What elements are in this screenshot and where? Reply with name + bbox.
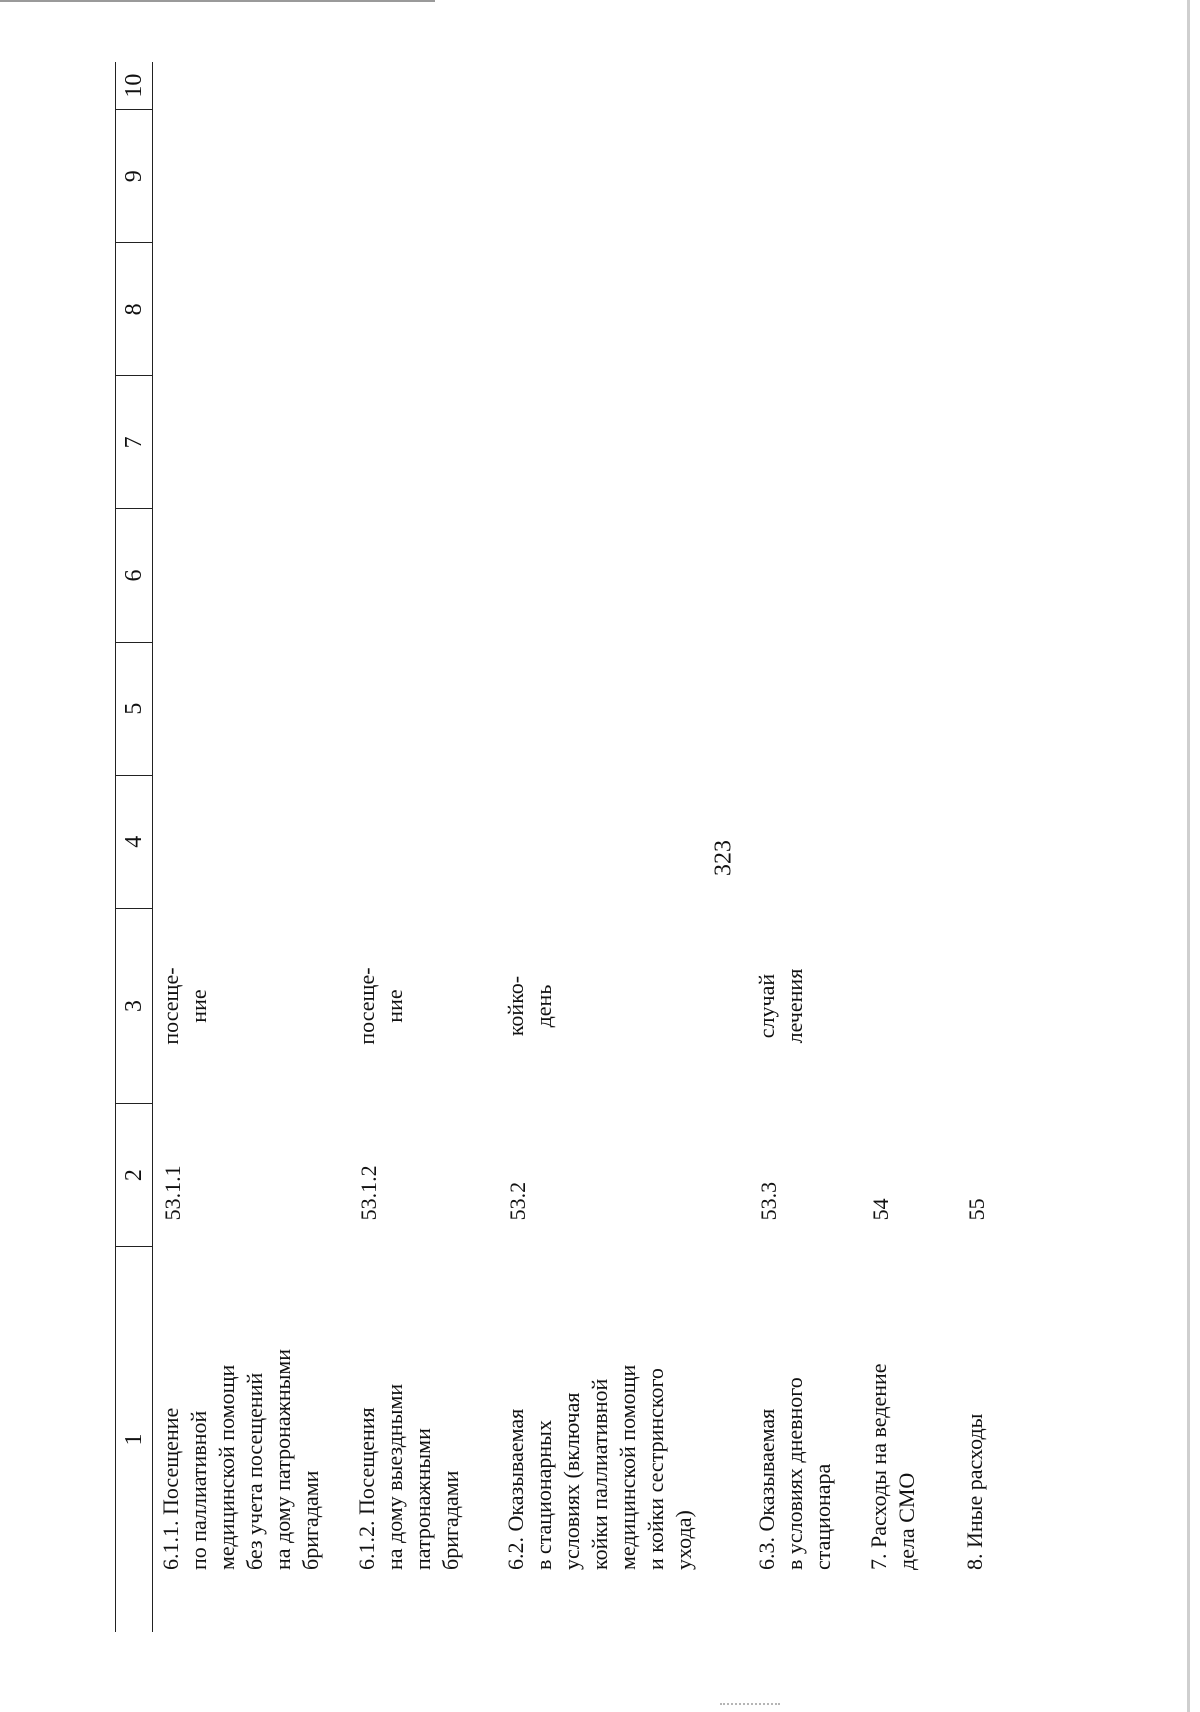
header-cell: 10 — [115, 62, 153, 110]
scan-edge-top — [0, 0, 435, 2]
row-unit: случай лечения — [754, 968, 807, 1044]
row-label: 6.2. Оказываемая в стационарных условиях… — [503, 1364, 696, 1570]
header-cell: 7 — [115, 375, 153, 509]
header-cell: 5 — [115, 642, 153, 776]
table-row: 8. Иные расходы 55 — [957, 62, 1003, 1632]
row-unit: посеще- ние — [158, 967, 211, 1045]
header-cell: 9 — [115, 109, 153, 243]
row-unit: койко- день — [503, 975, 556, 1037]
row-code: 54 — [868, 1198, 893, 1221]
table-row: 6.2. Оказываемая в стационарных условиях… — [498, 62, 749, 1632]
row-unit: посеще- ние — [354, 967, 407, 1045]
header-cell: 8 — [115, 242, 153, 376]
header-cell: 1 — [115, 1246, 153, 1632]
scan-artifact — [720, 1703, 780, 1705]
row-unit — [957, 908, 1003, 1103]
row-code: 53.1.1 — [160, 1165, 185, 1221]
header-cell: 6 — [115, 508, 153, 643]
table-row: 6.1.2. Посещения на дому выездными патро… — [349, 62, 498, 1632]
header-cell: 3 — [115, 908, 153, 1104]
row-code: 53.2 — [505, 1181, 530, 1221]
row-label: 8. Иные расходы — [962, 1413, 987, 1570]
row-code: 53.1.2 — [356, 1165, 381, 1221]
row-unit — [861, 908, 957, 1103]
table-row: 7. Расходы на ведение дела СМО 54 — [861, 62, 957, 1632]
header-cell: 2 — [115, 1103, 153, 1247]
row-code: 53.3 — [756, 1181, 781, 1221]
scan-edge-right — [1187, 0, 1190, 1712]
row-label: 6.1.2. Посещения на дому выездными патро… — [354, 1383, 463, 1570]
cost-table: 1 2 3 4 5 6 7 8 9 10 6.1.1. Посещение по… — [115, 62, 1003, 1632]
table-row: 6.3. Оказываемая в условиях дневного ста… — [749, 62, 861, 1632]
row-code: 55 — [964, 1198, 989, 1221]
table-header-row: 1 2 3 4 5 6 7 8 9 10 — [115, 62, 153, 1632]
rotated-page-body: 1 2 3 4 5 6 7 8 9 10 6.1.1. Посещение по… — [115, 62, 989, 1632]
row-label: 6.3. Оказываемая в условиях дневного ста… — [754, 1377, 835, 1570]
row-label: 6.1.1. Посещение по паллиативной медицин… — [158, 1348, 323, 1570]
header-cell: 4 — [115, 775, 153, 909]
row-label: 7. Расходы на ведение дела СМО — [866, 1363, 919, 1570]
table-row: 6.1.1. Посещение по паллиативной медицин… — [153, 62, 350, 1632]
